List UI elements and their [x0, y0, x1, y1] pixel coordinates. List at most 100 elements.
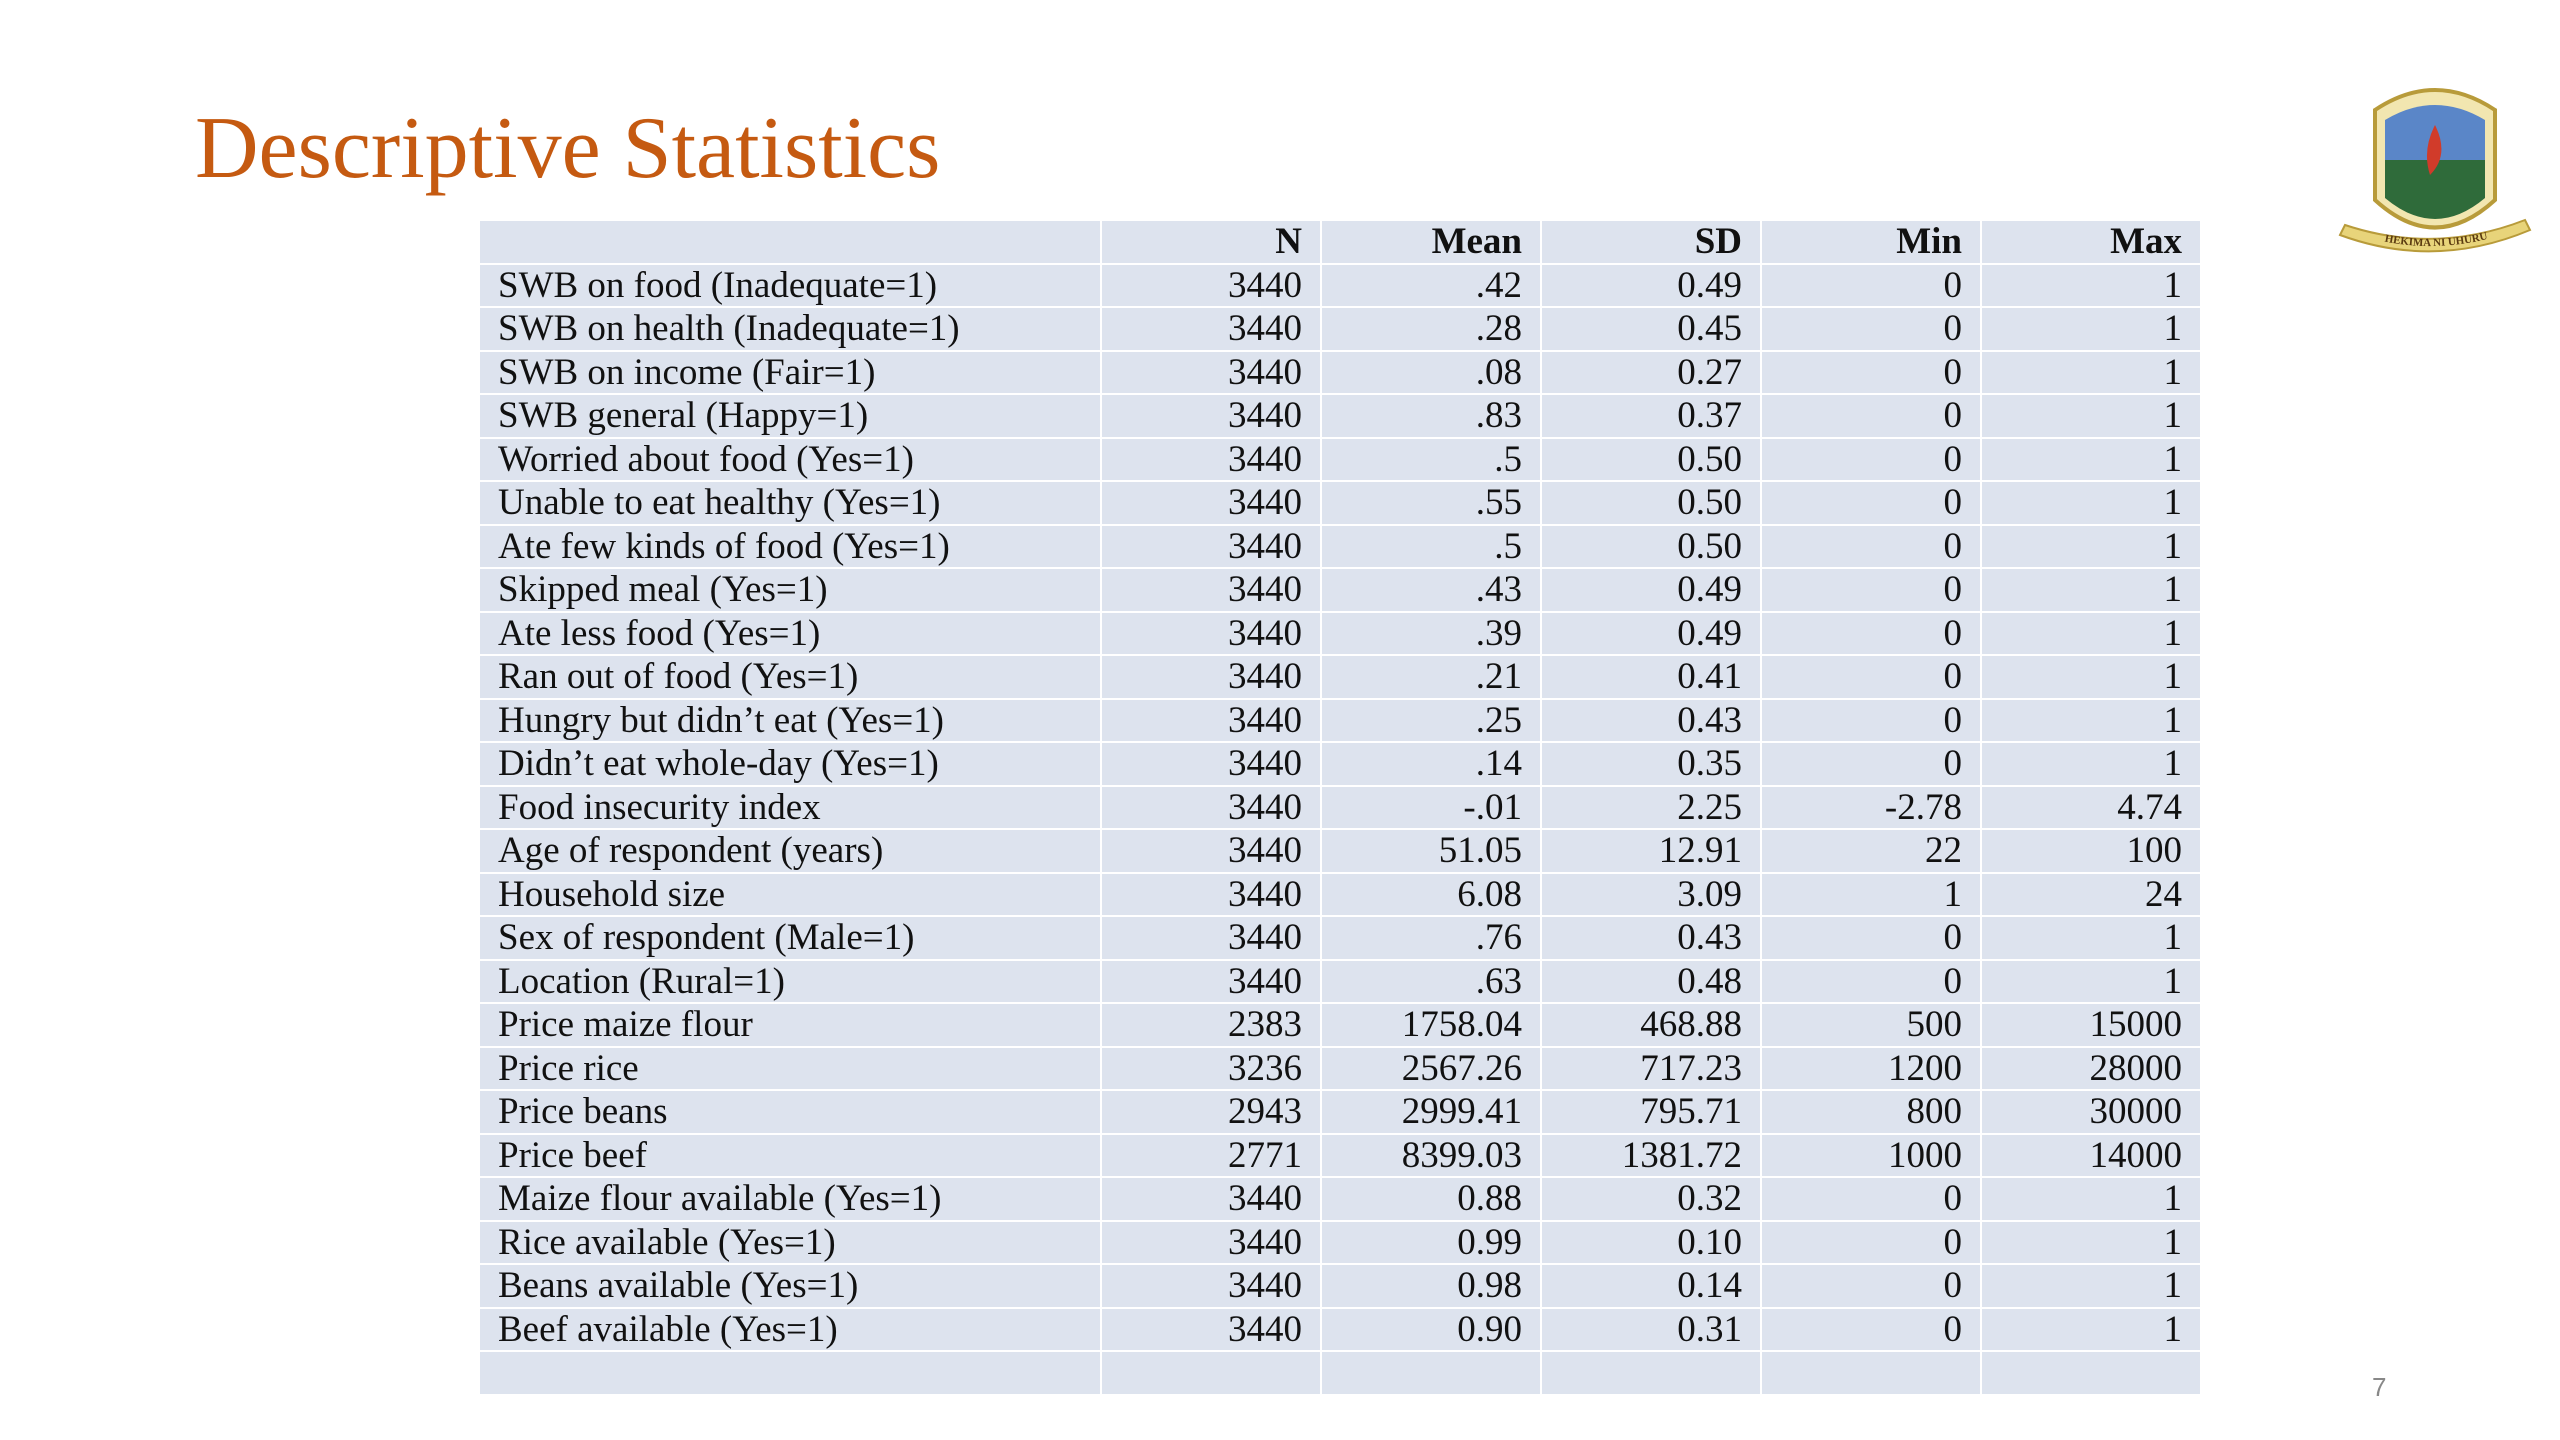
table-cell: 0	[1760, 1306, 1982, 1352]
table-cell: 0.41	[1540, 654, 1762, 700]
table-cell: 0.88	[1320, 1176, 1542, 1222]
table-cell: 3440	[1100, 871, 1322, 917]
table-row: Price beans 2943 2999.41 795.71 800 30000	[478, 1089, 2202, 1135]
table-cell: 0.31	[1540, 1306, 1762, 1352]
table-cell: .76	[1320, 915, 1542, 961]
table-cell: .21	[1320, 654, 1542, 700]
header-row: N Mean SD Min Max	[478, 219, 2202, 265]
table-cell: 0	[1760, 1176, 1982, 1222]
logo-ground	[2385, 160, 2485, 219]
table-cell: 0.45	[1540, 306, 1762, 352]
table-cell: 3440	[1100, 1176, 1322, 1222]
table-cell: 800	[1760, 1089, 1982, 1135]
table-cell: 1	[1980, 523, 2202, 569]
logo-torch	[2426, 125, 2442, 175]
table-cell: 0.35	[1540, 741, 1762, 787]
table-cell: 1	[1980, 958, 2202, 1004]
table-cell: .83	[1320, 393, 1542, 439]
table-row: SWB on income (Fair=1) 3440.08 0.27 0 1	[478, 349, 2202, 395]
table-cell: 3236	[1100, 1045, 1322, 1091]
table-cell: 14000	[1980, 1132, 2202, 1178]
table-cell: 8399.03	[1320, 1132, 1542, 1178]
table-cell: 3440	[1100, 1263, 1322, 1309]
table-cell: 0.50	[1540, 436, 1762, 482]
table-cell: 0	[1760, 262, 1982, 308]
table-cell: 1	[1980, 741, 2202, 787]
table-cell: 0.50	[1540, 523, 1762, 569]
table-cell: 3440	[1100, 784, 1322, 830]
empty-cell	[1540, 1350, 1762, 1396]
table-cell: 0	[1760, 480, 1982, 526]
table-cell: 3440	[1100, 349, 1322, 395]
row-label: Location (Rural=1)	[478, 958, 1102, 1004]
table-row: Beans available (Yes=1) 3440 0.98 0.14 0 1	[478, 1263, 2202, 1309]
table-cell: 2567.26	[1320, 1045, 1542, 1091]
table-cell: .25	[1320, 697, 1542, 743]
table-cell: 717.23	[1540, 1045, 1762, 1091]
table-cell: .28	[1320, 306, 1542, 352]
table-row: Hungry but didn’t eat (Yes=1) 3440.25 0.43…	[478, 697, 2202, 743]
table-cell: 22	[1760, 828, 1982, 874]
table-row: SWB on food (Inadequate=1) 3440.42 0.49 0 1	[478, 262, 2202, 308]
table-row: Food insecurity index 3440 -.01 2.25 -2.78 4.…	[478, 784, 2202, 830]
table-cell: 3440	[1100, 393, 1322, 439]
table-cell: .5	[1320, 436, 1542, 482]
table-cell: 0.49	[1540, 262, 1762, 308]
table-cell: 0	[1760, 654, 1982, 700]
table-cell: 1	[1980, 1263, 2202, 1309]
table-row: Location (Rural=1) 3440.63 0.48 0 1	[478, 958, 2202, 1004]
row-label: Ran out of food (Yes=1)	[478, 654, 1102, 700]
row-label: Ate few kinds of food (Yes=1)	[478, 523, 1102, 569]
table-cell: 1	[1980, 480, 2202, 526]
table-row: Sex of respondent (Male=1) 3440.76 0.43 0 1	[478, 915, 2202, 961]
table-cell: 3.09	[1540, 871, 1762, 917]
table-cell: 0	[1760, 915, 1982, 961]
table-cell: 0	[1760, 697, 1982, 743]
row-label: SWB general (Happy=1)	[478, 393, 1102, 439]
row-label: Price rice	[478, 1045, 1102, 1091]
table-row: Ate less food (Yes=1) 3440.39 0.49 0 1	[478, 610, 2202, 656]
header-cell: Max	[1980, 219, 2202, 265]
table-cell: 0	[1760, 610, 1982, 656]
table-row: Ran out of food (Yes=1) 3440.21 0.41 0 1	[478, 654, 2202, 700]
table-cell: .08	[1320, 349, 1542, 395]
table-cell: 3440	[1100, 1219, 1322, 1265]
table-cell: 468.88	[1540, 1002, 1762, 1048]
university-logo: HEKIMA NI UHURU	[2338, 88, 2532, 253]
table-cell: .63	[1320, 958, 1542, 1004]
row-label: Food insecurity index	[478, 784, 1102, 830]
table-row: Price rice 3236 2567.26 717.23 1200 28000	[478, 1045, 2202, 1091]
row-label: Sex of respondent (Male=1)	[478, 915, 1102, 961]
table-cell: 6.08	[1320, 871, 1542, 917]
table-cell: 1	[1980, 262, 2202, 308]
page-number: 7	[2372, 1372, 2387, 1402]
table-row: Maize flour available (Yes=1) 3440 0.88 0.3…	[478, 1176, 2202, 1222]
table-row: Unable to eat healthy (Yes=1) 3440.55 0.50…	[478, 480, 2202, 526]
table-cell: 1000	[1760, 1132, 1982, 1178]
table-row: SWB general (Happy=1) 3440.83 0.37 0 1	[478, 393, 2202, 439]
table-cell: 0	[1760, 567, 1982, 613]
row-label: Beef available (Yes=1)	[478, 1306, 1102, 1352]
table-cell: -2.78	[1760, 784, 1982, 830]
table-cell: .42	[1320, 262, 1542, 308]
table-cell: 0	[1760, 1219, 1982, 1265]
table-cell: 0.48	[1540, 958, 1762, 1004]
table-cell: 0.14	[1540, 1263, 1762, 1309]
table-cell: 3440	[1100, 436, 1322, 482]
row-label: Maize flour available (Yes=1)	[478, 1176, 1102, 1222]
table-cell: .5	[1320, 523, 1542, 569]
table-cell: .39	[1320, 610, 1542, 656]
table-cell: 1	[1980, 654, 2202, 700]
table-cell: 2.25	[1540, 784, 1762, 830]
table-cell: 0	[1760, 1263, 1982, 1309]
table-cell: 795.71	[1540, 1089, 1762, 1135]
row-label: Worried about food (Yes=1)	[478, 436, 1102, 482]
table-cell: 28000	[1980, 1045, 2202, 1091]
row-label: Unable to eat healthy (Yes=1)	[478, 480, 1102, 526]
table-cell: 3440	[1100, 828, 1322, 874]
table-row: Rice available (Yes=1) 3440 0.99 0.10 0 1	[478, 1219, 2202, 1265]
row-label: Didn’t eat whole-day (Yes=1)	[478, 741, 1102, 787]
table-cell: -.01	[1320, 784, 1542, 830]
table-row: Didn’t eat whole-day (Yes=1) 3440.14 0.35 0…	[478, 741, 2202, 787]
